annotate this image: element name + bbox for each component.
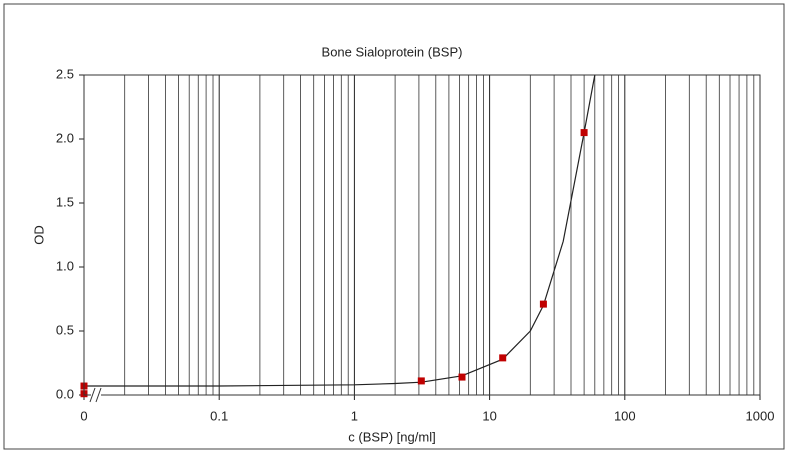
axis-break — [89, 387, 96, 403]
frame — [3, 3, 785, 450]
y-axis-label: OD — [31, 225, 46, 245]
data-point — [580, 129, 588, 137]
axis-break-gap — [91, 388, 101, 402]
x-tick-label: 0 — [80, 408, 87, 423]
data-point — [458, 373, 466, 381]
y-tick-label: 0.5 — [56, 322, 74, 337]
data-point — [539, 300, 547, 308]
plot-area: 0 0.1 1 10 100 1000 0.0 0.5 1.0 1.5 2.0 2.5 — [56, 66, 775, 423]
y-tick-label: 2.5 — [56, 66, 74, 81]
x-axis-label: c (BSP) [ng/ml] — [348, 429, 435, 444]
plot-border — [83, 74, 761, 396]
x-tick-label: 100 — [614, 408, 636, 423]
y-tick-label: 1.0 — [56, 258, 74, 273]
y-tick-label: 1.5 — [56, 194, 74, 209]
x-tick-label: 1000 — [746, 408, 775, 423]
x-tick-label: 1 — [351, 408, 358, 423]
data-point — [499, 354, 507, 362]
chart-title: Bone Sialoprotein (BSP) — [322, 44, 463, 59]
y-tick-label: 2.0 — [56, 130, 74, 145]
fit-curve — [84, 74, 596, 387]
y-tick-label: 0.0 — [56, 386, 74, 401]
x-tick-label: 10 — [482, 408, 496, 423]
data-point — [417, 377, 425, 385]
axis-break — [95, 387, 102, 403]
x-tick-label: 0.1 — [210, 408, 228, 423]
